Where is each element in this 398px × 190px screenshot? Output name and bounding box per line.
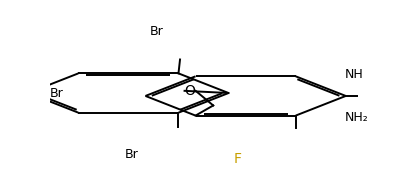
Text: O: O xyxy=(185,84,195,98)
Text: NH₂: NH₂ xyxy=(344,111,368,124)
Text: Br: Br xyxy=(125,148,139,161)
Text: Br: Br xyxy=(149,25,163,38)
Text: F: F xyxy=(233,152,241,166)
Text: Br: Br xyxy=(50,86,64,100)
Text: NH: NH xyxy=(344,68,363,81)
